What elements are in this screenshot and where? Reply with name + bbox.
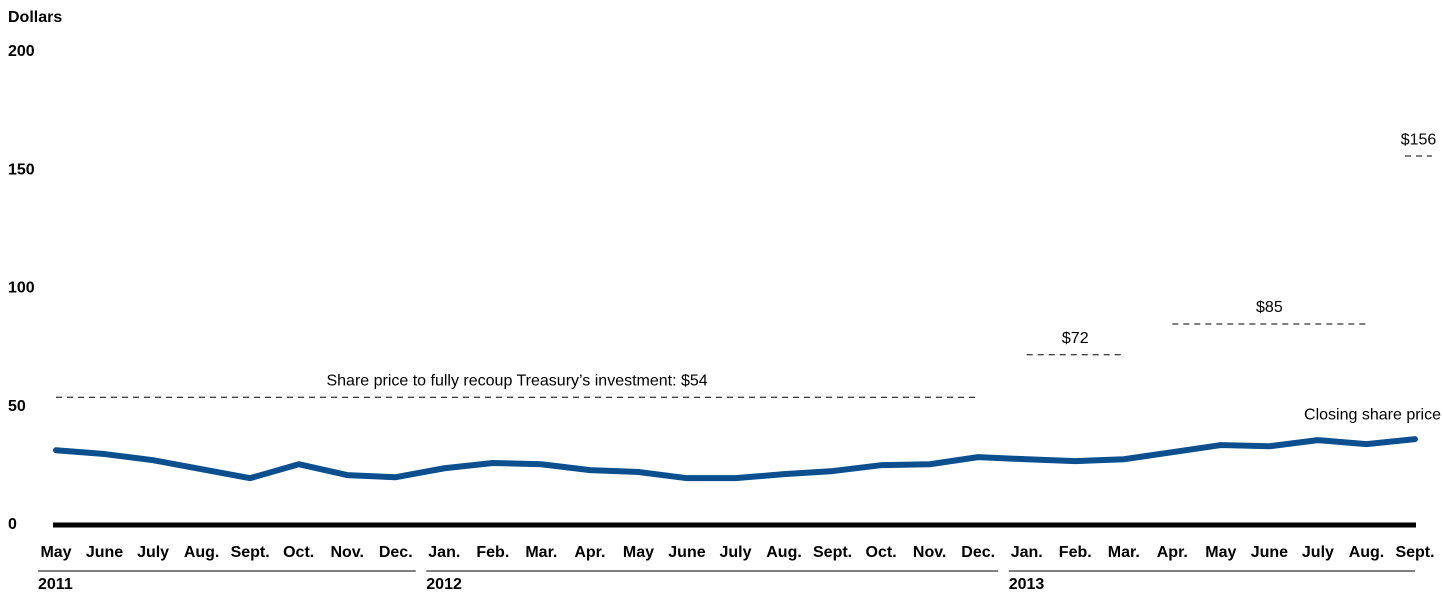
- x-tick-label: May: [1205, 544, 1236, 561]
- x-tick-label: Feb.: [476, 544, 509, 561]
- x-tick-label: Jan.: [1011, 544, 1043, 561]
- x-tick-label: Oct.: [283, 544, 314, 561]
- y-tick-label: 100: [8, 280, 35, 297]
- reference-label: $72: [1062, 330, 1089, 347]
- x-tick-label: Sept.: [813, 544, 852, 561]
- x-tick-label: Mar.: [1108, 544, 1140, 561]
- x-tick-label: May: [40, 544, 71, 561]
- series-line: [53, 436, 1418, 482]
- x-tick-label: Aug.: [1349, 544, 1385, 561]
- x-tick-label: Apr.: [574, 544, 605, 561]
- x-tick-label: Apr.: [1157, 544, 1188, 561]
- x-tick-label: Jan.: [428, 544, 460, 561]
- x-tick-label: June: [1251, 544, 1288, 561]
- series-label: Closing share price: [1304, 406, 1441, 423]
- y-tick-label: 200: [8, 43, 35, 60]
- reference-label: $156: [1401, 131, 1437, 148]
- x-tick-label: Dec.: [961, 544, 995, 561]
- x-tick-label: Sept.: [231, 544, 270, 561]
- x-tick-label: Sept.: [1395, 544, 1434, 561]
- reference-label: Share price to fully recoup Treasury’s i…: [326, 373, 707, 390]
- x-tick-label: June: [86, 544, 123, 561]
- x-tick-label: July: [137, 544, 169, 561]
- x-tick-label: Mar.: [525, 544, 557, 561]
- y-tick-label: 0: [8, 516, 17, 533]
- x-tick-label: July: [1302, 544, 1334, 561]
- x-tick-label: July: [719, 544, 751, 561]
- reference-label: $85: [1256, 299, 1283, 316]
- x-tick-label: Aug.: [766, 544, 802, 561]
- year-label: 2012: [426, 576, 462, 593]
- y-tick-label: 50: [8, 398, 26, 415]
- x-tick-label: June: [668, 544, 705, 561]
- y-axis-label: Dollars: [8, 9, 62, 26]
- year-label: 2011: [38, 576, 73, 593]
- x-tick-label: Aug.: [184, 544, 220, 561]
- x-tick-label: Nov.: [913, 544, 946, 561]
- x-tick-label: Feb.: [1059, 544, 1092, 561]
- x-tick-label: Nov.: [330, 544, 363, 561]
- x-tick-label: May: [623, 544, 654, 561]
- year-label: 2013: [1009, 576, 1045, 593]
- y-tick-label: 150: [8, 161, 35, 178]
- x-tick-label: Oct.: [866, 544, 897, 561]
- x-tick-label: Dec.: [379, 544, 413, 561]
